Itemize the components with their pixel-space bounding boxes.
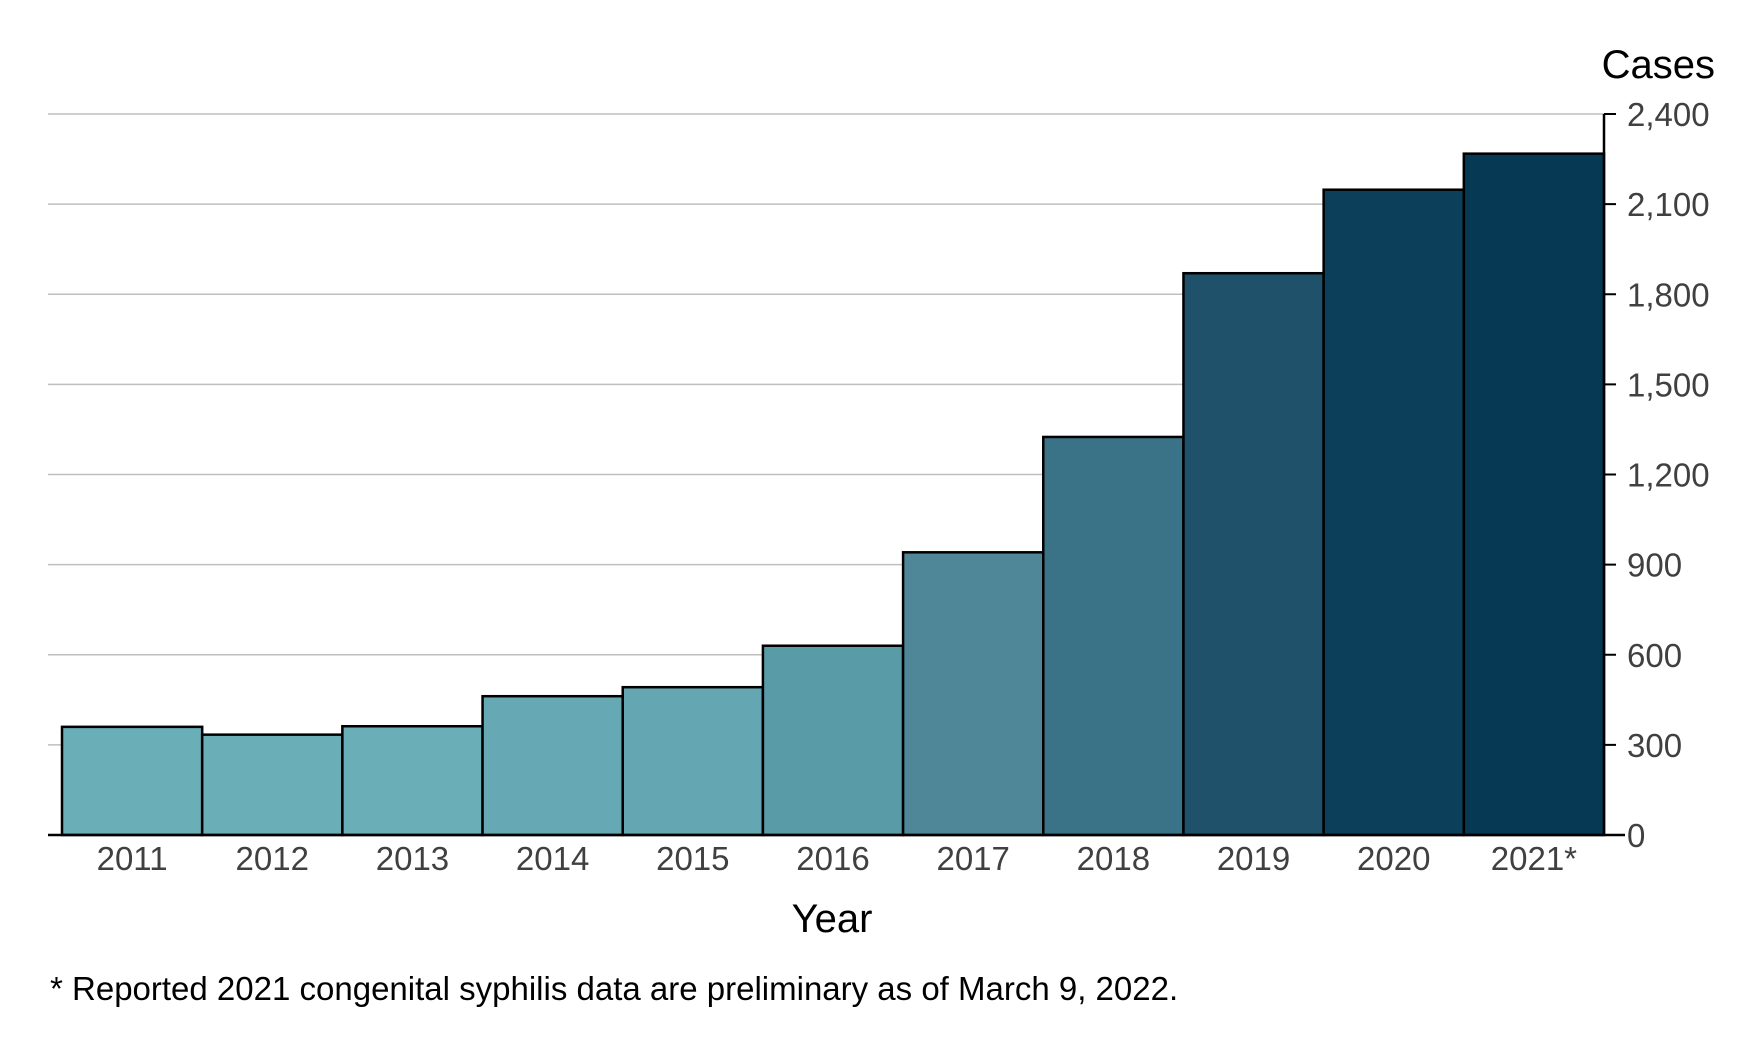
x-tick-label: 2018 <box>1077 840 1150 877</box>
bar <box>621 685 765 837</box>
x-tick-label: 2016 <box>796 840 869 877</box>
bar <box>1462 152 1606 837</box>
x-tick-label: 2021* <box>1491 840 1577 877</box>
bar <box>341 724 484 837</box>
x-tick-label: 2015 <box>656 840 729 877</box>
y-tick-labels: 0 300 600 900 1,200 1,500 1,800 2,100 2,400 <box>1627 96 1710 854</box>
axes <box>48 113 1625 837</box>
x-axis-title: Year <box>792 897 873 941</box>
y-axis-title: Cases <box>1602 43 1715 87</box>
bar <box>200 733 344 837</box>
bar <box>1182 271 1325 837</box>
bars <box>60 152 1606 837</box>
y-tick-label: 900 <box>1627 547 1682 584</box>
bar <box>761 644 905 837</box>
x-tick-label: 2017 <box>936 840 1009 877</box>
x-tick-labels: 2011 2012 2013 2014 2015 2016 2017 2018 2019 2020… <box>97 840 1578 877</box>
y-tick-label: 1,800 <box>1627 276 1710 313</box>
x-tick-label: 2012 <box>236 840 309 877</box>
y-tick-label: 2,100 <box>1627 186 1710 223</box>
y-tick-label: 0 <box>1627 817 1645 854</box>
x-tick-label: 2019 <box>1217 840 1290 877</box>
gridlines <box>48 113 1615 746</box>
bar <box>1322 188 1466 837</box>
footnote: * Reported 2021 congenital syphilis data… <box>50 970 1178 1007</box>
bar <box>1042 435 1185 837</box>
y-tick-label: 600 <box>1627 637 1682 674</box>
y-tick-label: 2,400 <box>1627 96 1710 133</box>
bar <box>60 725 204 837</box>
bar <box>481 694 624 837</box>
bar <box>901 551 1045 837</box>
y-tick-label: 1,200 <box>1627 457 1710 494</box>
x-tick-label: 2020 <box>1357 840 1430 877</box>
x-tick-label: 2014 <box>516 840 589 877</box>
x-tick-label: 2013 <box>376 840 449 877</box>
y-tick-label: 1,500 <box>1627 366 1710 403</box>
x-tick-label: 2011 <box>97 840 168 877</box>
y-tick-label: 300 <box>1627 727 1682 764</box>
